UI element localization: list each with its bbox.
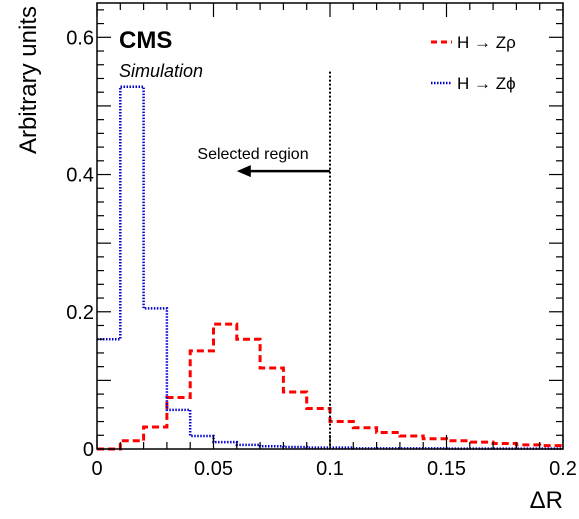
legend: H → Zρ H → Zϕ xyxy=(431,33,516,93)
x-tick-label: 0.2 xyxy=(549,458,577,480)
x-axis-title: ΔR xyxy=(530,487,563,514)
ticks-layer xyxy=(96,3,564,450)
y-axis-title: Arbitrary units xyxy=(15,6,42,154)
series-line-h-zrho xyxy=(97,322,563,451)
legend-label-h-zphi: H → Zϕ xyxy=(457,74,516,93)
legend-label-h-zrho: H → Zρ xyxy=(457,33,516,52)
selected-region-label: Selected region xyxy=(197,146,308,163)
y-tick-label: 0 xyxy=(83,439,94,461)
y-tick-label: 0.2 xyxy=(66,302,94,324)
y-tick-label: 0.4 xyxy=(66,165,94,187)
x-tick-label: 0.05 xyxy=(194,458,233,480)
cut-layer xyxy=(236,71,331,449)
tick-labels-layer: 0 0.05 0.1 0.15 0.2 0 0.2 0.4 0.6 xyxy=(66,27,577,480)
x-tick-label: 0.15 xyxy=(427,458,466,480)
x-tick-label: 0.1 xyxy=(316,458,344,480)
x-tick-label: 0 xyxy=(91,458,102,480)
simulation-label: Simulation xyxy=(119,61,203,81)
selection-arrow-head xyxy=(236,165,251,178)
y-tick-label: 0.6 xyxy=(66,27,94,49)
experiment-label: CMS xyxy=(119,27,172,54)
